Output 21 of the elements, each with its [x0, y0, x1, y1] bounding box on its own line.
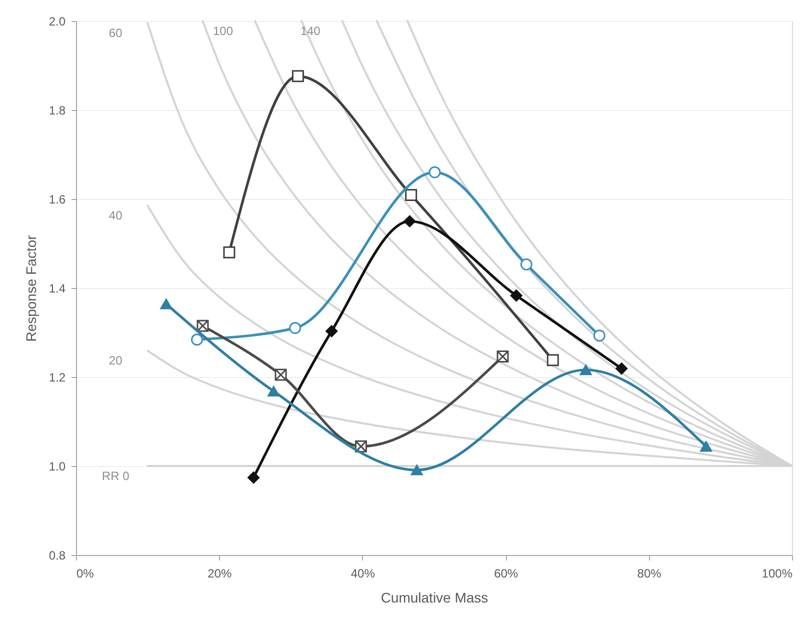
x-tick-label: 60% — [494, 566, 518, 580]
series-label: 100 — [212, 24, 234, 38]
y-tick-label: 1.4 — [48, 282, 66, 296]
x-tick-label: 100% — [762, 566, 793, 580]
series-label: 140 — [300, 24, 321, 38]
y-tick-label: 2.0 — [48, 14, 66, 28]
x-tick-label: 40% — [350, 566, 376, 580]
y-axis-title: Response Factor — [22, 234, 39, 342]
text: 40 — [108, 208, 123, 223]
series-label: RR 0 — [102, 469, 130, 483]
y-tick-label: 1.2 — [48, 370, 66, 384]
y-tick-label: 1.8 — [48, 104, 66, 118]
text: 60 — [108, 26, 123, 40]
text: 20 — [108, 354, 123, 368]
y-tick-label: 1.0 — [48, 460, 66, 474]
x-tick-label: 0% — [76, 566, 94, 580]
x-axis-title: Cumulative Mass — [380, 590, 488, 606]
y-tick-label: 1.6 — [48, 192, 66, 206]
x-tick-label: 20% — [208, 566, 232, 580]
y-tick-label: 0.8 — [48, 548, 66, 562]
x-tick-label: 80% — [637, 566, 662, 580]
